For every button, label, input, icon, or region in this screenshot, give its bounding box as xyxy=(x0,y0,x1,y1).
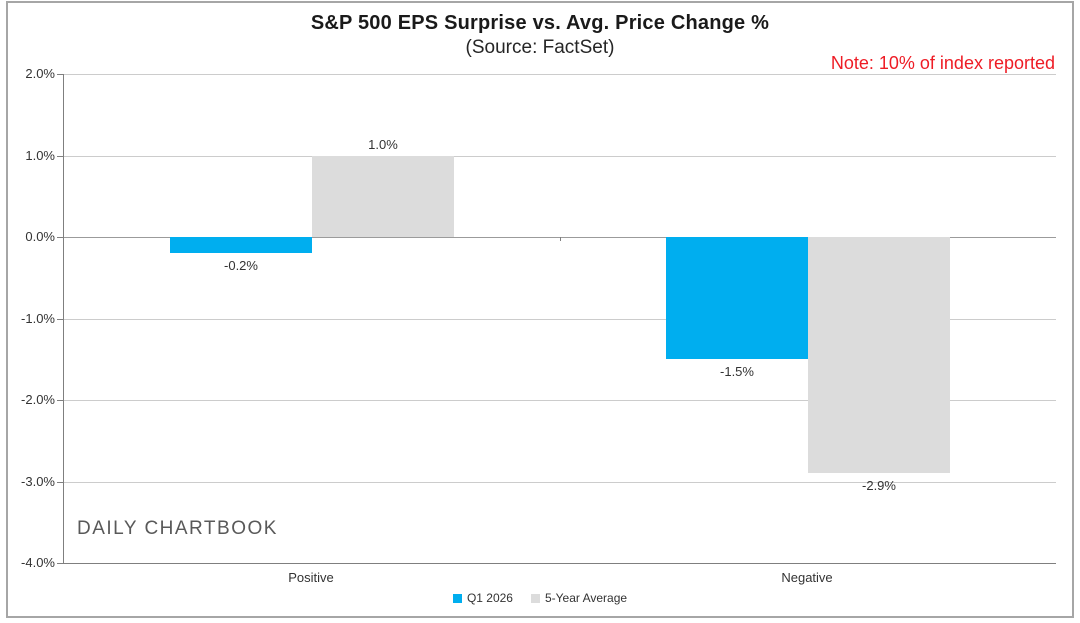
note-annotation: Note: 10% of index reported xyxy=(830,53,1055,73)
gridline xyxy=(64,155,1056,157)
gridline xyxy=(64,318,1056,320)
bar-5-year-average-positive xyxy=(312,155,454,237)
y-tick-label: -2.0% xyxy=(21,392,55,407)
legend: Q1 2026 5-Year Average xyxy=(0,591,1080,605)
legend-marker-icon xyxy=(452,593,462,603)
x-category-label: Negative xyxy=(781,570,833,585)
y-tick-label: -4.0% xyxy=(21,555,55,570)
category-axis-tick xyxy=(560,237,561,241)
gridline xyxy=(64,481,1056,483)
y-tick-label: 1.0% xyxy=(25,147,55,163)
bar-q1-2026-positive xyxy=(170,237,312,254)
bar-value-label: 1.0% xyxy=(368,136,398,152)
legend-item: 5-Year Average xyxy=(530,591,628,605)
chart-subtitle: (Source: FactSet) xyxy=(465,37,615,58)
y-tick-mark xyxy=(57,563,63,564)
gridline xyxy=(64,400,1056,401)
y-tick-label: 2.0% xyxy=(25,66,55,81)
y-tick-label: -1.0% xyxy=(21,310,55,326)
y-tick-mark xyxy=(57,481,63,483)
plot-area: DAILY CHARTBOOK -0.2% 1.0% -1.5% -2.9% xyxy=(63,74,1056,564)
legend-item: Q1 2026 xyxy=(452,591,513,605)
y-tick-mark xyxy=(57,155,63,157)
x-category-label: Positive xyxy=(288,570,334,585)
y-tick-mark xyxy=(57,318,63,320)
bar-value-label: -0.2% xyxy=(224,258,258,274)
legend-label: Q1 2026 xyxy=(466,591,513,605)
bar-value-label: -2.9% xyxy=(862,478,896,494)
watermark: DAILY CHARTBOOK xyxy=(77,518,278,539)
y-tick-label: 0.0% xyxy=(25,229,55,244)
bar-q1-2026-negative xyxy=(666,237,808,360)
legend-label: 5-Year Average xyxy=(544,591,628,605)
chart-title: S&P 500 EPS Surprise vs. Avg. Price Chan… xyxy=(310,12,770,34)
y-tick-mark xyxy=(57,400,63,401)
y-tick-label: -3.0% xyxy=(21,473,55,489)
y-tick-mark xyxy=(57,74,63,75)
bar-5-year-average-negative xyxy=(808,237,950,474)
y-tick-mark xyxy=(57,237,63,238)
bar-value-label: -1.5% xyxy=(720,364,754,380)
gridline xyxy=(64,74,1056,75)
legend-marker-icon xyxy=(530,593,540,603)
